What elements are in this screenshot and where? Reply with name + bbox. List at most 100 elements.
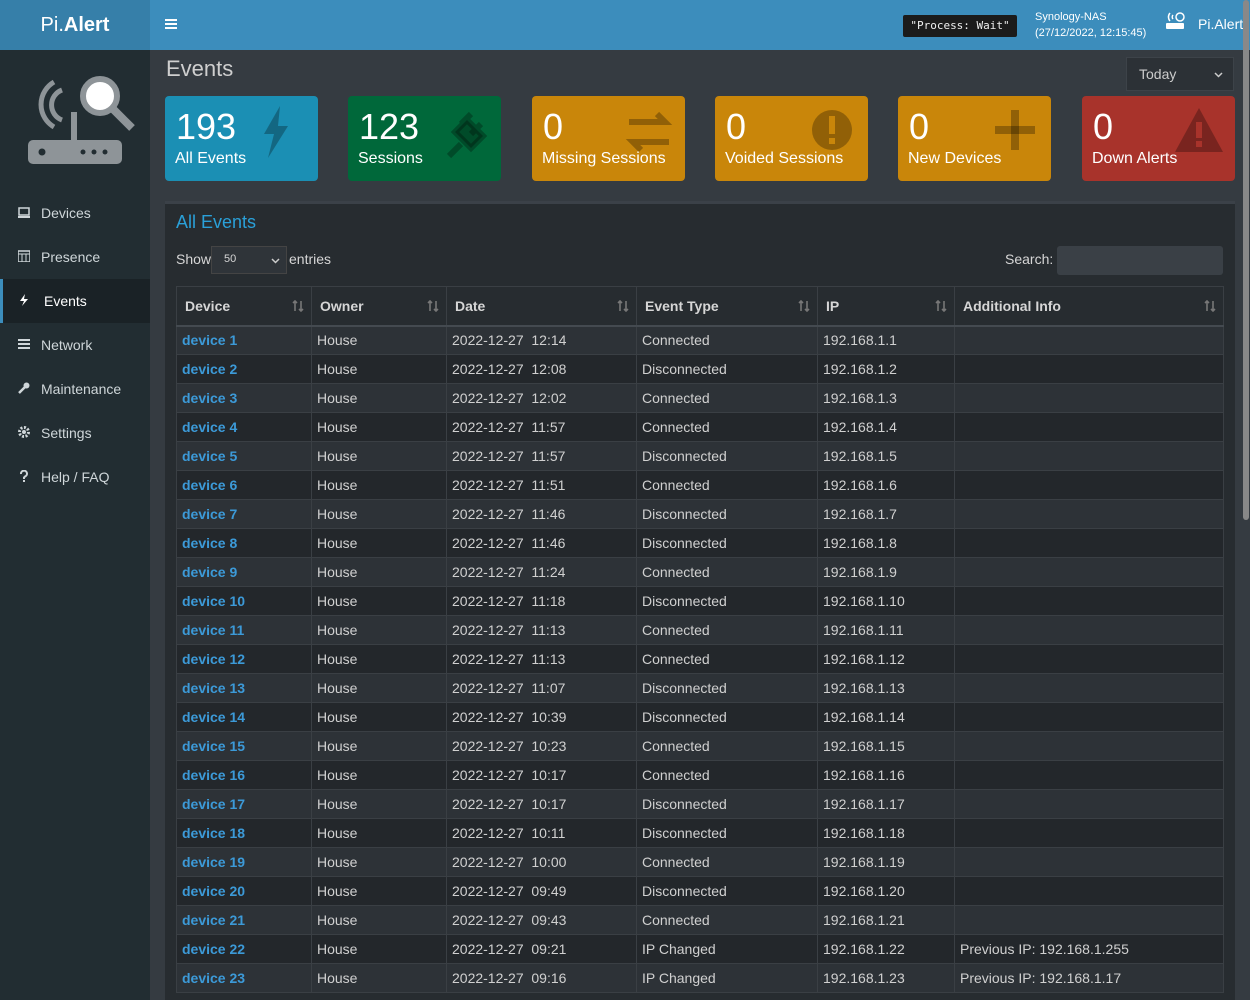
device-link[interactable]: device 10 [176,586,312,616]
tile-label: Down Alerts [1092,150,1178,167]
table-cell: Connected [636,412,818,442]
table-cell: House [311,412,447,442]
menu-toggle[interactable] [165,18,177,30]
table-cell [954,615,1224,645]
sort-icon [1204,300,1216,312]
table-cell: Connected [636,644,818,674]
device-link[interactable]: device 21 [176,905,312,935]
table-cell: 192.168.1.9 [817,557,955,587]
device-link[interactable]: device 16 [176,760,312,790]
device-link[interactable]: device 15 [176,731,312,761]
table-cell: 192.168.1.5 [817,441,955,471]
device-link[interactable]: device 12 [176,644,312,674]
table-row: device 5 House 2022-12-27 11:57 Disconnecte… [176,441,1224,471]
column-header[interactable]: Date [446,286,637,327]
device-link[interactable]: device 18 [176,818,312,848]
device-link[interactable]: device 4 [176,412,312,442]
length-label: entries [289,251,332,267]
tile-icon [625,111,673,153]
table-row: device 23 House 2022-12-27 09:16 IP Changed… [176,963,1224,993]
search-input[interactable] [1057,246,1223,275]
device-link[interactable]: device 1 [176,325,312,355]
device-link[interactable]: device 7 [176,499,312,529]
column-header[interactable]: IP [817,286,955,327]
table-cell [954,325,1224,355]
nav-item[interactable]: Devices [0,191,150,235]
table-cell: House [311,441,447,471]
column-header[interactable]: Event Type [636,286,818,327]
table-cell: 192.168.1.10 [817,586,955,616]
table-cell: 2022-12-27 10:00 [446,847,637,877]
user-menu[interactable]: Pi.Alert [1198,16,1244,32]
table-cell: 2022-12-27 09:16 [446,963,637,993]
device-link[interactable]: device 14 [176,702,312,732]
table-cell: 192.168.1.4 [817,412,955,442]
table-row: device 13 House 2022-12-27 11:07 Disconnect… [176,673,1224,703]
panel-title: All Events [176,212,257,232]
table-cell: 192.168.1.19 [817,847,955,877]
stat-tile[interactable]: 0 Down Alerts [1082,96,1235,181]
table-cell: IP Changed [636,934,818,964]
device-link[interactable]: device 3 [176,383,312,413]
device-link[interactable]: device 19 [176,847,312,877]
scrollbar[interactable] [1243,0,1249,520]
table-cell: 2022-12-27 11:51 [446,470,637,500]
table-cell [954,702,1224,732]
device-link[interactable]: device 2 [176,354,312,384]
device-link[interactable]: device 5 [176,441,312,471]
table-cell: 2022-12-27 11:57 [446,441,637,471]
stat-tile[interactable]: 0 Missing Sessions [532,96,685,181]
table-row: device 11 House 2022-12-27 11:13 Connected 1… [176,615,1224,645]
tile-icon [1175,108,1223,152]
device-link[interactable]: device 6 [176,470,312,500]
table-cell: Disconnected [636,499,818,529]
device-link[interactable]: device 23 [176,963,312,993]
table-cell: House [311,934,447,964]
period-select[interactable]: Today [1126,57,1234,91]
device-link[interactable]: device 17 [176,789,312,819]
sort-icon [935,300,947,312]
nav-item[interactable]: Events [0,279,150,323]
sort-icon [427,300,439,312]
nav-item[interactable]: Maintenance [0,367,150,411]
table-cell: 192.168.1.3 [817,383,955,413]
tile-icon [995,110,1035,150]
table-cell: House [311,673,447,703]
nav-label: Maintenance [41,381,122,397]
events-panel: All Events Show 50 entries Search: Devic… [165,201,1235,1000]
logo-text: Pi. [40,14,64,36]
column-header[interactable]: Additional Info [954,286,1224,327]
nav-item[interactable]: Help / FAQ [0,455,150,499]
table-cell: Disconnected [636,586,818,616]
table-cell: House [311,557,447,587]
stat-tile[interactable]: 193 All Events [165,96,318,181]
table-cell: 2022-12-27 12:14 [446,325,637,355]
tile-count: 123 [359,106,420,147]
table-cell: 192.168.1.13 [817,673,955,703]
table-cell: Disconnected [636,789,818,819]
column-header[interactable]: Device [176,286,312,327]
device-link[interactable]: device 13 [176,673,312,703]
table-cell [954,499,1224,529]
stat-tile[interactable]: 0 Voided Sessions [715,96,868,181]
table-cell: 192.168.1.16 [817,760,955,790]
length-select[interactable]: 50 [211,246,287,274]
nav-item[interactable]: Settings [0,411,150,455]
nav-label: Network [41,337,93,353]
logo[interactable]: Pi.Alert [0,0,150,50]
sort-icon [798,300,810,312]
device-link[interactable]: device 11 [176,615,312,645]
device-link[interactable]: device 9 [176,557,312,587]
table-cell [954,847,1224,877]
nav-label: Help / FAQ [41,469,110,485]
nav-item[interactable]: Network [0,323,150,367]
stat-tile[interactable]: 0 New Devices [898,96,1051,181]
device-link[interactable]: device 20 [176,876,312,906]
stat-tile[interactable]: 123 Sessions [348,96,501,181]
nav-item[interactable]: Presence [0,235,150,279]
length-value: 50 [224,253,237,265]
device-link[interactable]: device 8 [176,528,312,558]
column-header[interactable]: Owner [311,286,447,327]
table-cell: 192.168.1.8 [817,528,955,558]
device-link[interactable]: device 22 [176,934,312,964]
